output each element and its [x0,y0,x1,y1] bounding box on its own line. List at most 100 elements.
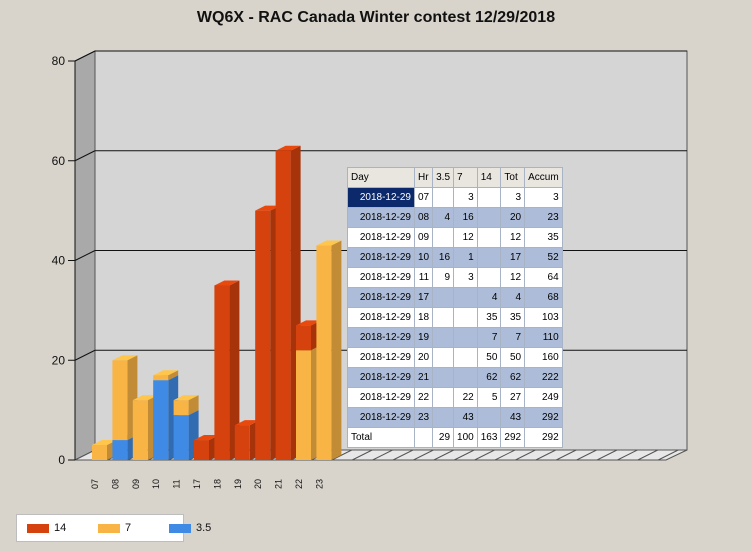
table-row[interactable]: 2018-12-29 10 16 1 17 52 [347,247,563,268]
bar-side [168,370,179,381]
x-tick-label: 07 [90,479,100,489]
table-row[interactable]: 2018-12-29 23 43 43 292 [347,407,563,428]
x-tick-label: 19 [233,479,243,489]
bar-top [173,395,199,401]
table-header-cell: Day [347,167,415,188]
x-tick-label: 17 [192,479,202,489]
floor-gridline [617,449,638,461]
bar-front [275,150,291,460]
y-tick-label: 60 [52,154,66,168]
table-cell: 52 [524,247,563,268]
bar-top [112,355,138,361]
table-cell: 2018-12-29 [347,367,415,388]
legend-label: 3.5 [196,522,212,534]
bar-segment [316,240,342,460]
table-total-row: Total 29 100 163 292 292 [347,427,563,448]
x-tick-label: 23 [314,479,324,489]
table-cell: 23 [413,407,434,428]
bar-top [214,280,240,286]
table-cell [453,367,478,388]
bar-side [188,395,199,416]
table-row[interactable]: 2018-12-29 21 62 62 222 [347,367,563,388]
table-cell: Total [347,427,415,448]
table-cell [432,367,455,388]
x-tick-label: 20 [253,479,263,489]
table-row[interactable]: 2018-12-29 07 3 3 3 [347,187,563,208]
bar-front [112,440,128,460]
floor-gridline [657,449,679,461]
table-header-cell: 7 [453,167,478,188]
floor-gridline [535,449,557,461]
legend-swatch [98,523,120,533]
table-cell: 5 [476,387,502,408]
bar-front [234,425,250,460]
y-tick-label: 80 [52,54,66,68]
table-cell [476,227,502,248]
table-cell: 249 [524,387,563,408]
gridline-wall [74,250,96,261]
legend-swatch [169,523,191,533]
table-cell [432,387,455,408]
table-cell: 3 [453,267,478,288]
table-row[interactable]: 2018-12-29 20 50 50 160 [347,347,563,368]
bar-front [316,245,332,460]
bar-segment [214,280,240,460]
table-cell: 62 [500,367,526,388]
table-header-cell: Tot [500,167,526,188]
gridline-wall [74,50,96,62]
table-cell: 16 [453,207,478,228]
table-row[interactable]: 2018-12-29 11 9 3 12 64 [347,267,563,288]
table-row[interactable]: 2018-12-29 19 7 7 110 [347,327,563,348]
legend-item: 3.5 [169,522,230,534]
table-cell [453,347,478,368]
floor-gridline [331,449,353,461]
x-tick-label: 21 [274,479,284,489]
table-row[interactable]: 2018-12-29 17 4 4 68 [347,287,563,308]
table-cell [476,187,502,208]
table-cell: 100 [453,427,478,448]
table-header-cell: Accum [524,167,563,188]
table-cell: 18 [413,307,434,328]
table-cell [432,407,455,428]
y-tick-label: 0 [58,453,65,467]
table-cell: 43 [500,407,526,428]
table-cell: 2018-12-29 [347,347,415,368]
table-cell: 35 [476,307,502,328]
x-tick-label: 09 [131,479,141,489]
legend: 14 7 3.5 [16,514,211,542]
bar-front [194,440,209,460]
legend-label: 14 [54,522,67,534]
table-cell: 3 [500,187,526,208]
table-cell: 16 [432,247,455,268]
table-cell: 07 [413,187,434,208]
table-cell: 27 [500,387,526,408]
bar-front [132,400,148,460]
table-row[interactable]: 2018-12-29 18 35 35 103 [347,307,563,328]
table-cell: 17 [413,287,434,308]
bar-front [173,400,189,416]
table-row[interactable]: 2018-12-29 08 4 16 20 23 [347,207,563,228]
bar-segment [153,370,179,381]
bar-front [255,210,271,460]
table-cell [453,287,478,308]
floor-gridline [392,449,414,461]
table-row[interactable]: 2018-12-29 09 12 12 35 [347,227,563,248]
table-cell: 4 [476,287,502,308]
legend-swatch [27,523,49,533]
floor-gridline [413,449,434,461]
table-cell [413,427,434,448]
table-cell [453,327,478,348]
table-cell [432,187,455,208]
bar-side [229,280,240,460]
table-header-cell: Hr [413,167,434,188]
table-cell: 4 [500,287,526,308]
table-cell: 43 [453,407,478,428]
floor-gridline [474,449,495,461]
table-cell: 292 [500,427,526,448]
bar-front [296,350,311,460]
table-cell [432,307,455,328]
bar-top [92,440,117,446]
table-cell [476,247,502,268]
table-row[interactable]: 2018-12-29 22 22 5 27 249 [347,387,563,408]
floor-gridline [494,449,516,461]
